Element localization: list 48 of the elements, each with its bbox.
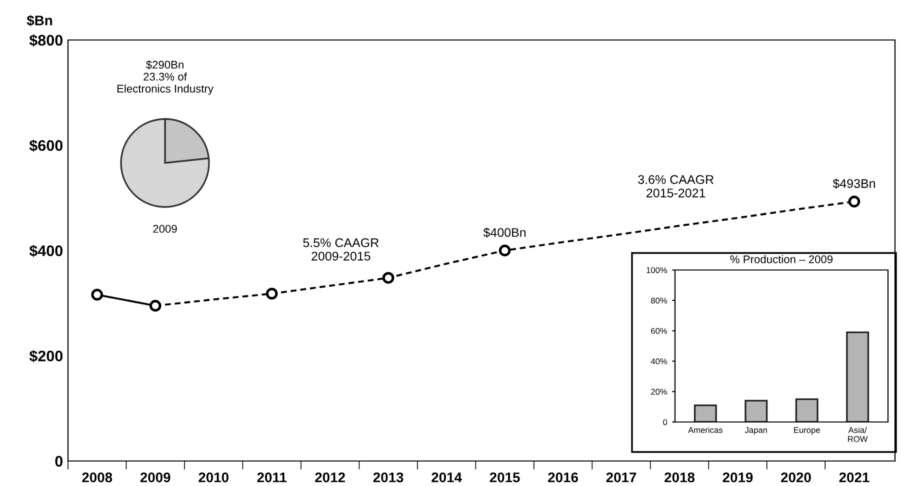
x-tick-label: 2010 xyxy=(198,472,228,482)
x-tick-label: 2021 xyxy=(839,472,870,482)
x-tick-label: 2016 xyxy=(548,472,578,482)
x-tick-label: Asia/ ROW xyxy=(848,426,868,442)
x-tick-label: 2013 xyxy=(373,472,404,482)
annotation: 5.5% CAAGR 2009-2015 xyxy=(303,238,379,261)
x-tick-label: 2008 xyxy=(82,472,112,482)
point xyxy=(91,288,104,301)
bar xyxy=(846,331,870,422)
point xyxy=(498,244,511,256)
y-tick-label: 0 xyxy=(663,419,668,426)
y-tick-label: 80% xyxy=(651,298,668,304)
x-tick-label: 2009 xyxy=(140,472,170,482)
x-tick-label: 2012 xyxy=(315,472,345,482)
chart-title: % Production – 2009 xyxy=(730,255,833,264)
y-tick-label: 0 xyxy=(55,456,63,467)
y-tick-label: 100% xyxy=(646,267,668,274)
y-tick-label: $800 xyxy=(29,34,63,47)
x-tick-label: 2017 xyxy=(606,472,636,482)
point xyxy=(149,300,162,312)
bar xyxy=(795,398,818,422)
y-tick-label: $400 xyxy=(29,244,63,258)
chart-title: $290Bn 23.3% of Electronics Industry xyxy=(117,60,214,95)
x-tick-label: 2011 xyxy=(257,472,287,482)
y-tick-label: $200 xyxy=(29,350,63,362)
annotation: $493Bn xyxy=(832,178,875,189)
bar xyxy=(694,404,717,422)
y-tick-label: 20% xyxy=(651,388,668,395)
x-tick-label: Europe xyxy=(794,427,820,435)
x-tick-label: Americas xyxy=(688,426,722,433)
x-tick-label: 2019 xyxy=(722,472,753,482)
annotation: 3.6% CAAGR 2015-2021 xyxy=(638,175,714,198)
x-tick-label: 2014 xyxy=(432,472,462,482)
x-tick-label: Japan xyxy=(744,427,767,435)
y-tick-label: 40% xyxy=(650,358,668,364)
x-tick-label: 2020 xyxy=(781,472,811,482)
annotation: $400Bn xyxy=(483,228,526,238)
bar xyxy=(744,400,768,422)
annotation: 2009 xyxy=(153,224,177,233)
x-tick-label: 2018 xyxy=(664,472,695,482)
y-tick-label: $600 xyxy=(29,139,63,152)
y-axis-title: $Bn xyxy=(26,14,52,26)
y-tick-label: 60% xyxy=(651,328,668,334)
point xyxy=(848,196,860,208)
pie-slice xyxy=(120,118,210,208)
point xyxy=(382,272,394,284)
x-tick-label: 2015 xyxy=(490,472,520,482)
point xyxy=(266,288,278,300)
